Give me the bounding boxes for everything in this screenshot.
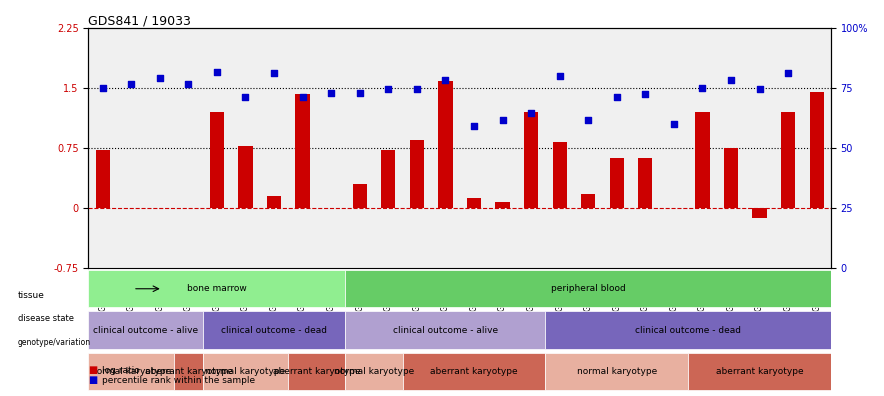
- Bar: [638, 158, 652, 208]
- Point: [724, 77, 738, 83]
- FancyBboxPatch shape: [202, 312, 346, 348]
- Bar: [610, 158, 624, 208]
- Bar: [495, 202, 510, 208]
- Text: clinical outcome - dead: clinical outcome - dead: [221, 326, 327, 335]
- FancyBboxPatch shape: [88, 270, 346, 307]
- Point: [696, 85, 710, 91]
- FancyBboxPatch shape: [346, 270, 831, 307]
- Bar: [239, 145, 253, 208]
- Bar: [581, 194, 595, 208]
- Point: [667, 121, 681, 127]
- Text: clinical outcome - alive: clinical outcome - alive: [93, 326, 198, 335]
- Text: tissue: tissue: [18, 291, 44, 299]
- Bar: [467, 198, 481, 208]
- Bar: [724, 148, 738, 208]
- Point: [495, 117, 509, 123]
- Point: [124, 81, 138, 87]
- Text: disease state: disease state: [18, 314, 73, 323]
- Point: [324, 90, 339, 97]
- Bar: [267, 196, 281, 208]
- Point: [95, 85, 110, 91]
- Text: aberrant karyotype: aberrant karyotype: [431, 367, 518, 376]
- Text: clinical outcome - dead: clinical outcome - dead: [636, 326, 741, 335]
- Text: aberrant karyotype: aberrant karyotype: [716, 367, 804, 376]
- Bar: [524, 112, 538, 208]
- Point: [210, 69, 224, 75]
- Point: [467, 123, 481, 129]
- Point: [181, 81, 195, 87]
- FancyBboxPatch shape: [202, 353, 288, 390]
- Text: percentile rank within the sample: percentile rank within the sample: [102, 376, 255, 385]
- Text: log ratio: log ratio: [102, 366, 140, 375]
- Text: bone marrow: bone marrow: [187, 284, 247, 293]
- Text: peripheral blood: peripheral blood: [551, 284, 626, 293]
- Point: [438, 77, 453, 83]
- Point: [610, 94, 624, 101]
- Point: [295, 94, 309, 101]
- Point: [552, 72, 567, 79]
- Text: GDS841 / 19033: GDS841 / 19033: [88, 15, 191, 28]
- Point: [153, 75, 167, 81]
- FancyBboxPatch shape: [88, 353, 174, 390]
- Bar: [552, 142, 567, 208]
- Point: [524, 110, 538, 117]
- Point: [781, 70, 796, 76]
- Bar: [295, 94, 309, 208]
- Text: aberrant karyotype: aberrant karyotype: [273, 367, 361, 376]
- Point: [267, 70, 281, 76]
- Point: [410, 86, 424, 93]
- Point: [581, 117, 595, 123]
- Bar: [381, 150, 395, 208]
- Bar: [752, 208, 766, 218]
- Text: normal karyotype: normal karyotype: [205, 367, 286, 376]
- Point: [638, 91, 652, 97]
- Bar: [696, 112, 710, 208]
- Text: genotype/variation: genotype/variation: [18, 338, 91, 347]
- Text: normal karyotype: normal karyotype: [576, 367, 657, 376]
- Text: clinical outcome - alive: clinical outcome - alive: [392, 326, 498, 335]
- Text: ■: ■: [88, 375, 97, 385]
- Bar: [810, 92, 824, 208]
- Bar: [438, 82, 453, 208]
- Point: [239, 94, 253, 101]
- Point: [381, 86, 395, 93]
- FancyBboxPatch shape: [174, 353, 202, 390]
- Bar: [95, 150, 110, 208]
- Bar: [781, 112, 796, 208]
- FancyBboxPatch shape: [545, 312, 831, 348]
- Point: [752, 86, 766, 93]
- FancyBboxPatch shape: [688, 353, 831, 390]
- FancyBboxPatch shape: [288, 353, 346, 390]
- FancyBboxPatch shape: [346, 312, 545, 348]
- Text: normal karyotype: normal karyotype: [91, 367, 171, 376]
- Point: [353, 90, 367, 97]
- Text: aberrant karyotype: aberrant karyotype: [145, 367, 232, 376]
- FancyBboxPatch shape: [88, 312, 202, 348]
- Bar: [409, 140, 424, 208]
- Bar: [210, 112, 224, 208]
- Text: ■: ■: [88, 365, 97, 375]
- Bar: [353, 184, 367, 208]
- FancyBboxPatch shape: [545, 353, 688, 390]
- FancyBboxPatch shape: [346, 353, 402, 390]
- FancyBboxPatch shape: [402, 353, 545, 390]
- Text: normal karyotype: normal karyotype: [334, 367, 414, 376]
